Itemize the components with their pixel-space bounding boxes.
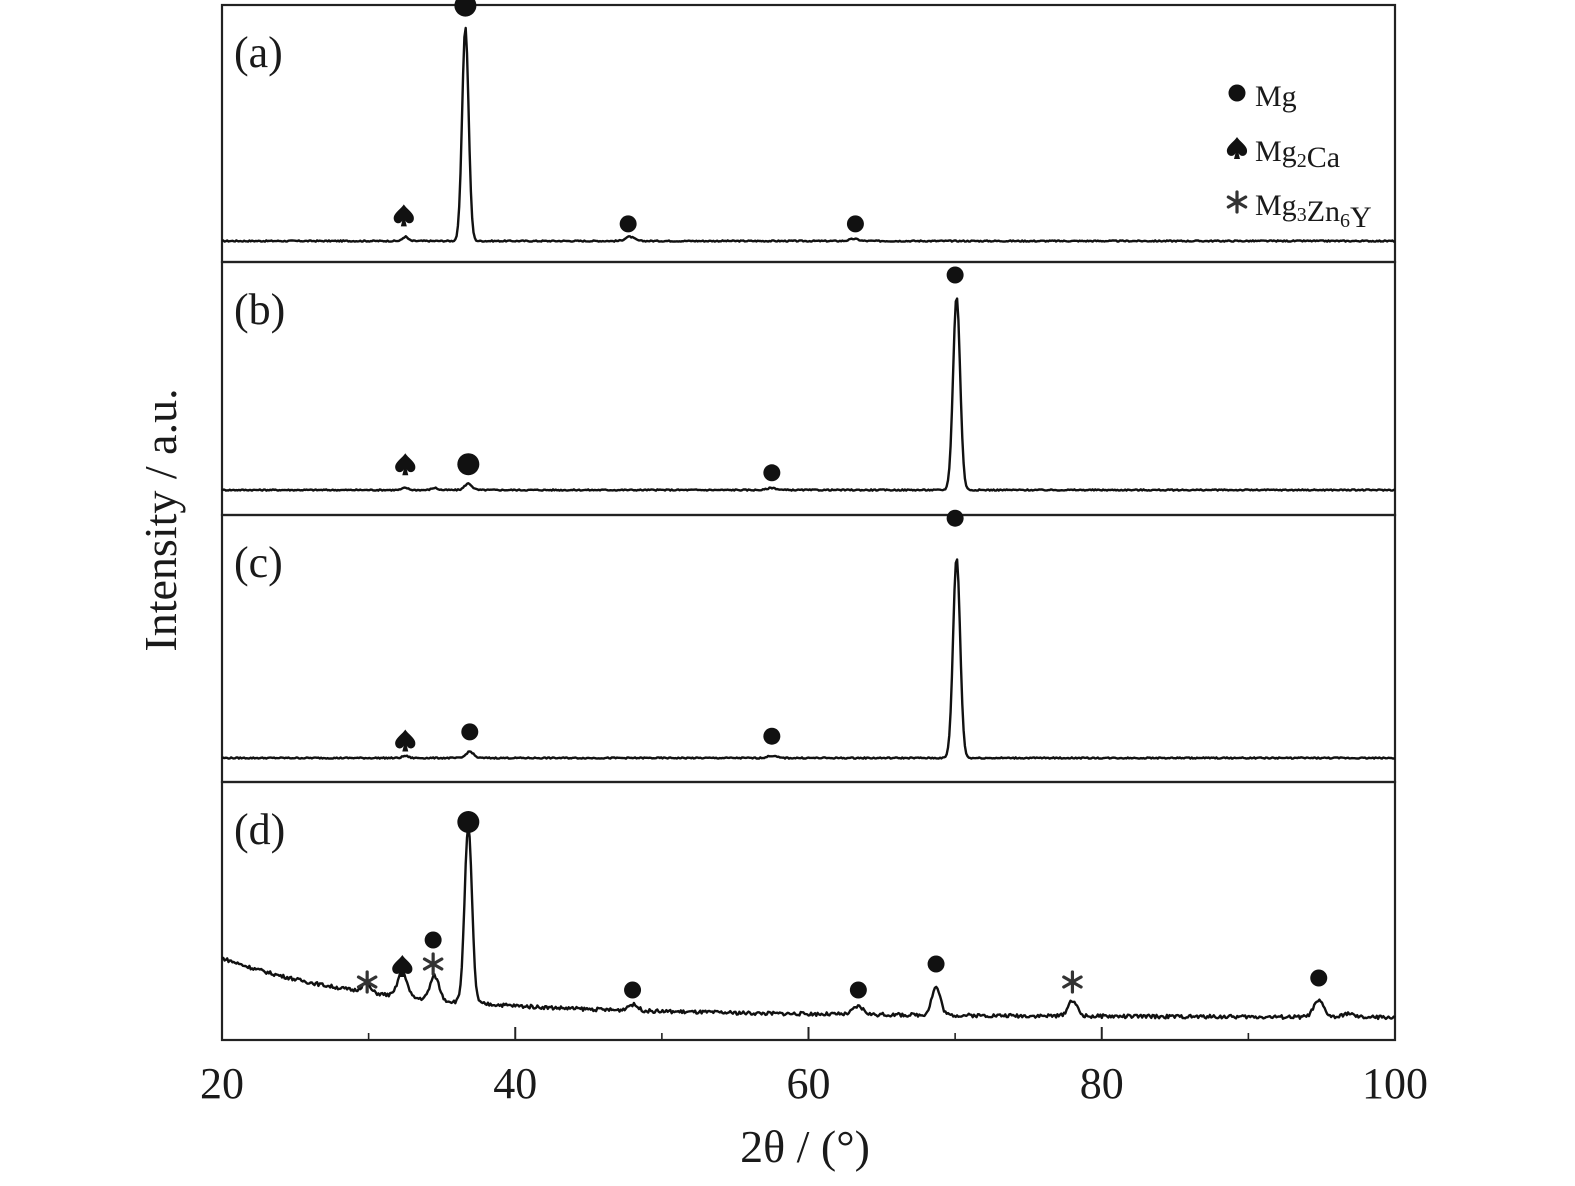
mg-peak-marker: [846, 215, 864, 233]
xrd-pattern-line: [221, 297, 1396, 492]
mg2ca-peak-marker: [395, 453, 416, 476]
y-axis-label: Intensity / a.u.: [135, 388, 186, 651]
xrd-pattern-line: [221, 558, 1395, 760]
x-axis: 20 40 60 80 100: [200, 1027, 1428, 1108]
xrd-pattern-line: [222, 26, 1396, 243]
mg-peak-marker: [461, 723, 479, 741]
mg-peak-marker: [424, 931, 442, 949]
mg-peak-marker: [454, 0, 477, 17]
panel-label: (d): [234, 805, 285, 854]
mg-peak-marker: [946, 266, 964, 284]
mg3zn6y-peak-marker: [356, 970, 378, 994]
legend-entry-label: Mg: [1255, 80, 1297, 113]
panel-b: (b): [220, 260, 1397, 517]
mg-peak-marker: [763, 727, 781, 745]
mg2ca-peak-marker: [1226, 137, 1248, 159]
panel-frame: [220, 3, 1397, 264]
mg-peak-marker: [457, 453, 480, 476]
panels-group: (a) (b) (c) (d): [220, 0, 1397, 1042]
xrd-pattern-line: [221, 824, 1396, 1021]
panel-label: (c): [234, 538, 283, 587]
x-tick-label: 20: [200, 1059, 244, 1108]
x-axis-label: 2θ / (°): [740, 1121, 870, 1172]
mg-peak-marker: [457, 811, 480, 833]
x-tick-label: 60: [787, 1059, 831, 1108]
x-tick-label: 80: [1080, 1059, 1124, 1108]
panel-d: (d): [220, 780, 1397, 1042]
mg-peak-marker: [624, 981, 642, 999]
panel-frame: [220, 260, 1397, 517]
mg3zn6y-peak-marker: [422, 952, 444, 976]
panel-c: (c): [220, 509, 1397, 784]
mg-peak-marker: [849, 981, 867, 999]
mg-peak-marker: [763, 464, 781, 482]
mg-peak-marker: [619, 215, 637, 233]
mg3zn6y-peak-marker: [1062, 970, 1083, 994]
mg2ca-peak-marker: [393, 204, 414, 227]
panel-label: (a): [234, 28, 283, 77]
x-tick-label: 40: [493, 1059, 537, 1108]
legend-entry-label: Mg3Zn6Y: [1255, 189, 1372, 234]
x-tick-label: 100: [1362, 1059, 1428, 1108]
mg3zn6y-peak-marker: [1226, 190, 1248, 214]
mg-peak-marker: [1310, 969, 1328, 987]
mg-peak-marker: [946, 509, 964, 527]
mg2ca-peak-marker: [392, 955, 413, 977]
mg2ca-peak-marker: [395, 729, 416, 752]
legend: Mg Mg2Ca Mg3Zn6Y: [1226, 80, 1372, 234]
panel-label: (b): [234, 285, 285, 334]
mg-peak-marker: [1228, 84, 1246, 102]
mg-peak-marker: [927, 955, 945, 973]
panel-frame: [220, 780, 1397, 1042]
panel-a: (a): [220, 0, 1397, 264]
legend-entry-label: Mg2Ca: [1255, 135, 1340, 174]
